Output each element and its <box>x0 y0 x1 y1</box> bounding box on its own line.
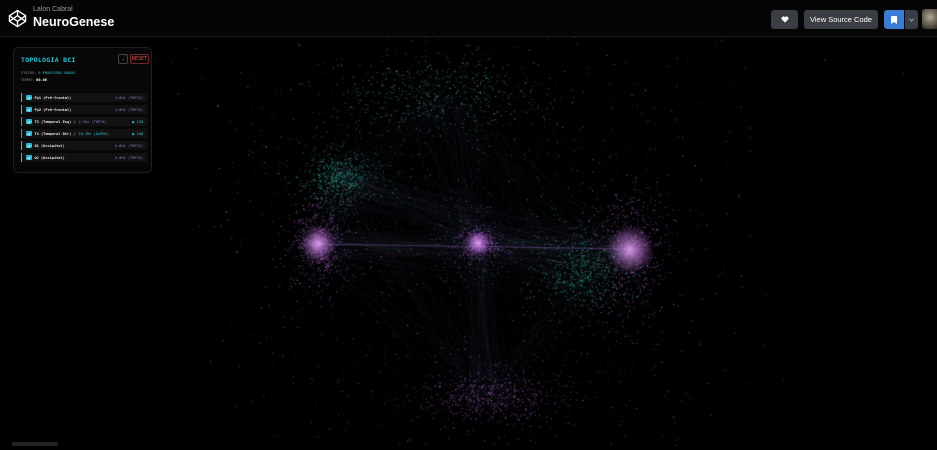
channel-label: Fp1 (Pré-frontal) <box>34 95 72 100</box>
chevron-down-icon <box>909 17 914 22</box>
neural-visualization[interactable] <box>0 37 937 446</box>
bci-topology-panel: TOPOLOGIA BCI - RESET STATUS: 6 PROCESSO… <box>13 47 152 173</box>
music-note-icon: ♫ <box>73 131 76 136</box>
pen-title: NeuroGenese <box>33 15 115 29</box>
music-note-icon: ♫ <box>73 119 76 124</box>
codepen-logo-icon[interactable] <box>8 9 27 28</box>
collection-dropdown-button[interactable] <box>905 10 918 29</box>
reset-button[interactable]: RESET <box>130 54 149 64</box>
channel-frequency: 4.0Hz (THETA) <box>114 95 143 100</box>
like-button[interactable] <box>771 10 798 29</box>
status-value: 6 PROCESSOS ONDAS <box>38 71 76 75</box>
channel-indicator: ● 188 <box>132 131 143 136</box>
channel-checkbox[interactable] <box>26 142 32 149</box>
time-label: TEMPO: <box>21 78 34 82</box>
time-line: TEMPO: 00.06 <box>21 78 47 82</box>
channel-row-fp1[interactable]: Fp1 (Pré-frontal) 4.0Hz (THETA) <box>21 93 147 102</box>
channel-checkbox[interactable] <box>26 106 32 113</box>
check-icon <box>27 96 31 100</box>
top-bar: Lalon Cabral NeuroGenese View Source Cod… <box>0 0 937 37</box>
time-value: 00.06 <box>36 78 47 82</box>
status-line: STATUS: 6 PROCESSOS ONDAS <box>21 71 75 75</box>
channel-row-o2[interactable]: O2 (Occipital) 5.0Hz (THETA) <box>21 153 147 162</box>
status-label: STATUS: <box>21 71 37 75</box>
channel-indicator: ● 138 <box>132 119 143 124</box>
channel-label: Fp2 (Pré-frontal) <box>34 107 72 112</box>
bookmark-button[interactable] <box>884 10 904 29</box>
channel-label: O1 (Occipital) <box>34 143 65 148</box>
console-tab[interactable] <box>12 442 58 446</box>
channel-frequency: 4.5Hz (THETA) <box>78 119 107 124</box>
particle-canvas[interactable] <box>0 37 937 446</box>
channel-row-o1[interactable]: O1 (Occipital) 6.0Hz (THETA) <box>21 141 147 150</box>
check-icon <box>27 132 31 136</box>
channel-checkbox[interactable] <box>26 130 32 137</box>
panel-title: TOPOLOGIA BCI <box>21 56 76 64</box>
channel-frequency: 4.0Hz (THETA) <box>114 107 143 112</box>
channel-frequency: 5.0Hz (THETA) <box>114 155 143 160</box>
collapse-button[interactable]: - <box>118 54 128 64</box>
heart-icon <box>781 16 788 23</box>
check-icon <box>27 108 31 112</box>
user-avatar[interactable] <box>922 9 937 29</box>
check-icon <box>27 156 31 160</box>
channel-row-t3[interactable]: T3 (Temporal Esq) ♫ 4.5Hz (THETA) ● 138 <box>21 117 147 126</box>
check-icon <box>27 120 31 124</box>
channel-frequency: 6.0Hz (THETA) <box>114 143 143 148</box>
channel-label: O2 (Occipital) <box>34 155 65 160</box>
bookmark-icon <box>891 15 897 24</box>
channel-row-t4[interactable]: T4 (Temporal Dir) ♫ 10.7Hz (ALPHA) ● 188 <box>21 129 147 138</box>
author-name[interactable]: Lalon Cabral <box>33 6 73 13</box>
channel-row-fp2[interactable]: Fp2 (Pré-frontal) 4.0Hz (THETA) <box>21 105 147 114</box>
channel-checkbox[interactable] <box>26 94 32 101</box>
channel-checkbox[interactable] <box>26 154 32 161</box>
check-icon <box>27 144 31 148</box>
channel-frequency: 10.7Hz (ALPHA) <box>78 131 109 136</box>
channel-checkbox[interactable] <box>26 118 32 125</box>
channel-label: T3 (Temporal Esq) <box>34 119 72 124</box>
view-source-button[interactable]: View Source Code <box>804 10 878 29</box>
channel-label: T4 (Temporal Dir) <box>34 131 72 136</box>
